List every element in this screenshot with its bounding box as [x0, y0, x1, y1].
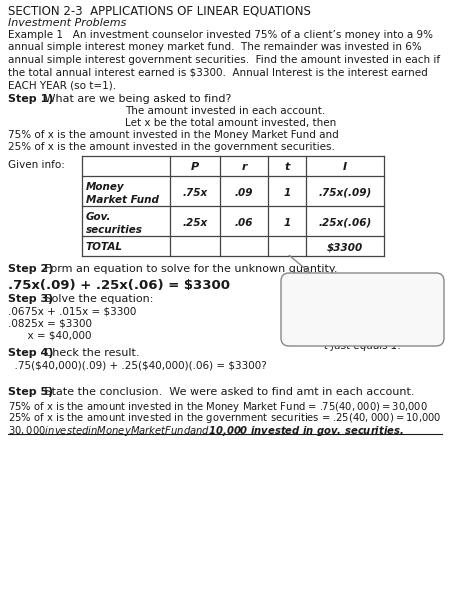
Text: The amount invested in each account.: The amount invested in each account.	[125, 106, 325, 116]
Text: Solve the equation:: Solve the equation:	[41, 293, 153, 304]
Text: t: t	[284, 163, 290, 173]
Text: .75x: .75x	[182, 187, 207, 197]
Text: .0675x + .015x = $3300: .0675x + .015x = $3300	[8, 306, 136, 316]
Text: .0825x = $3300: .0825x = $3300	[8, 319, 92, 329]
Text: 25% of x is the amount invested in the government securities.: 25% of x is the amount invested in the g…	[8, 142, 335, 152]
Text: .25x(.06): .25x(.06)	[319, 217, 372, 227]
Text: Money
Market Fund: Money Market Fund	[86, 181, 159, 205]
Text: x = $40,000: x = $40,000	[8, 331, 91, 341]
Text: Check the result.: Check the result.	[41, 347, 140, 358]
Text: Step 4): Step 4)	[8, 347, 54, 358]
Text: SECTION 2-3  APPLICATIONS OF LINEAR EQUATIONS: SECTION 2-3 APPLICATIONS OF LINEAR EQUAT…	[8, 5, 311, 18]
Text: I: I	[343, 163, 347, 173]
Text: Step 1): Step 1)	[8, 94, 54, 103]
Text: $3300: $3300	[327, 242, 363, 253]
Text: Form an equation to solve for the unknown quantity.: Form an equation to solve for the unknow…	[41, 265, 338, 275]
Text: Step 2): Step 2)	[8, 265, 54, 275]
Text: Example 1   An investment counselor invested 75% of a client’s money into a 9%: Example 1 An investment counselor invest…	[8, 30, 433, 40]
Text: Investment Problems: Investment Problems	[8, 17, 126, 28]
Text: Step 5): Step 5)	[8, 387, 53, 397]
Text: EACH YEAR (so t=1).: EACH YEAR (so t=1).	[8, 80, 116, 90]
Text: TOTAL: TOTAL	[86, 242, 123, 253]
Text: 75% of x is the amount invested in the Money Market Fund and: 75% of x is the amount invested in the M…	[8, 130, 339, 140]
Text: Gov.
securities: Gov. securities	[86, 211, 143, 235]
Text: annual simple interest money market fund.  The remainder was invested in 6%: annual simple interest money market fund…	[8, 43, 422, 52]
FancyBboxPatch shape	[281, 273, 444, 346]
Text: State the conclusion.  We were asked to find amt in each account.: State the conclusion. We were asked to f…	[41, 387, 414, 397]
Text: .25x: .25x	[182, 217, 207, 227]
Text: annual simple interest government securities.  Find the amount invested in each : annual simple interest government securi…	[8, 55, 440, 65]
Text: the total annual interest earned is $3300.  Annual Interest is the interest earn: the total annual interest earned is $330…	[8, 67, 428, 77]
Text: What are we being asked to find?: What are we being asked to find?	[41, 94, 231, 103]
Text: 25% of x is the amount invested in the government securities = .25($40,000) = $1: 25% of x is the amount invested in the g…	[8, 411, 441, 425]
Text: 75% of x is the amount invested in the Money Market Fund = .75($40,000) = $30,00: 75% of x is the amount invested in the M…	[8, 400, 428, 413]
Text: .75($40,000)(.09) + .25($40,000)(.06) = $3300?: .75($40,000)(.09) + .25($40,000)(.06) = …	[8, 360, 267, 370]
Text: .75x(.09): .75x(.09)	[319, 187, 372, 197]
Text: r: r	[241, 163, 247, 173]
Text: .75x(.09) + .25x(.06) = $3300: .75x(.09) + .25x(.06) = $3300	[8, 279, 230, 292]
Text: Step 3): Step 3)	[8, 293, 53, 304]
Text: .06: .06	[235, 217, 253, 227]
Text: 1: 1	[284, 187, 291, 197]
Text: Let x be the total amount invested, then: Let x be the total amount invested, then	[125, 118, 336, 128]
Text: Given info:: Given info:	[8, 160, 65, 170]
Text: This column
can be deleted
since
t just equals 1.: This column can be deleted since t just …	[324, 296, 401, 351]
Text: 1: 1	[284, 217, 291, 227]
Text: .09: .09	[235, 187, 253, 197]
Text: P: P	[191, 163, 199, 173]
Text: $30,000 invested in Money Market Fund and $10,000 invested in gov. securities.: $30,000 invested in Money Market Fund an…	[8, 424, 404, 437]
